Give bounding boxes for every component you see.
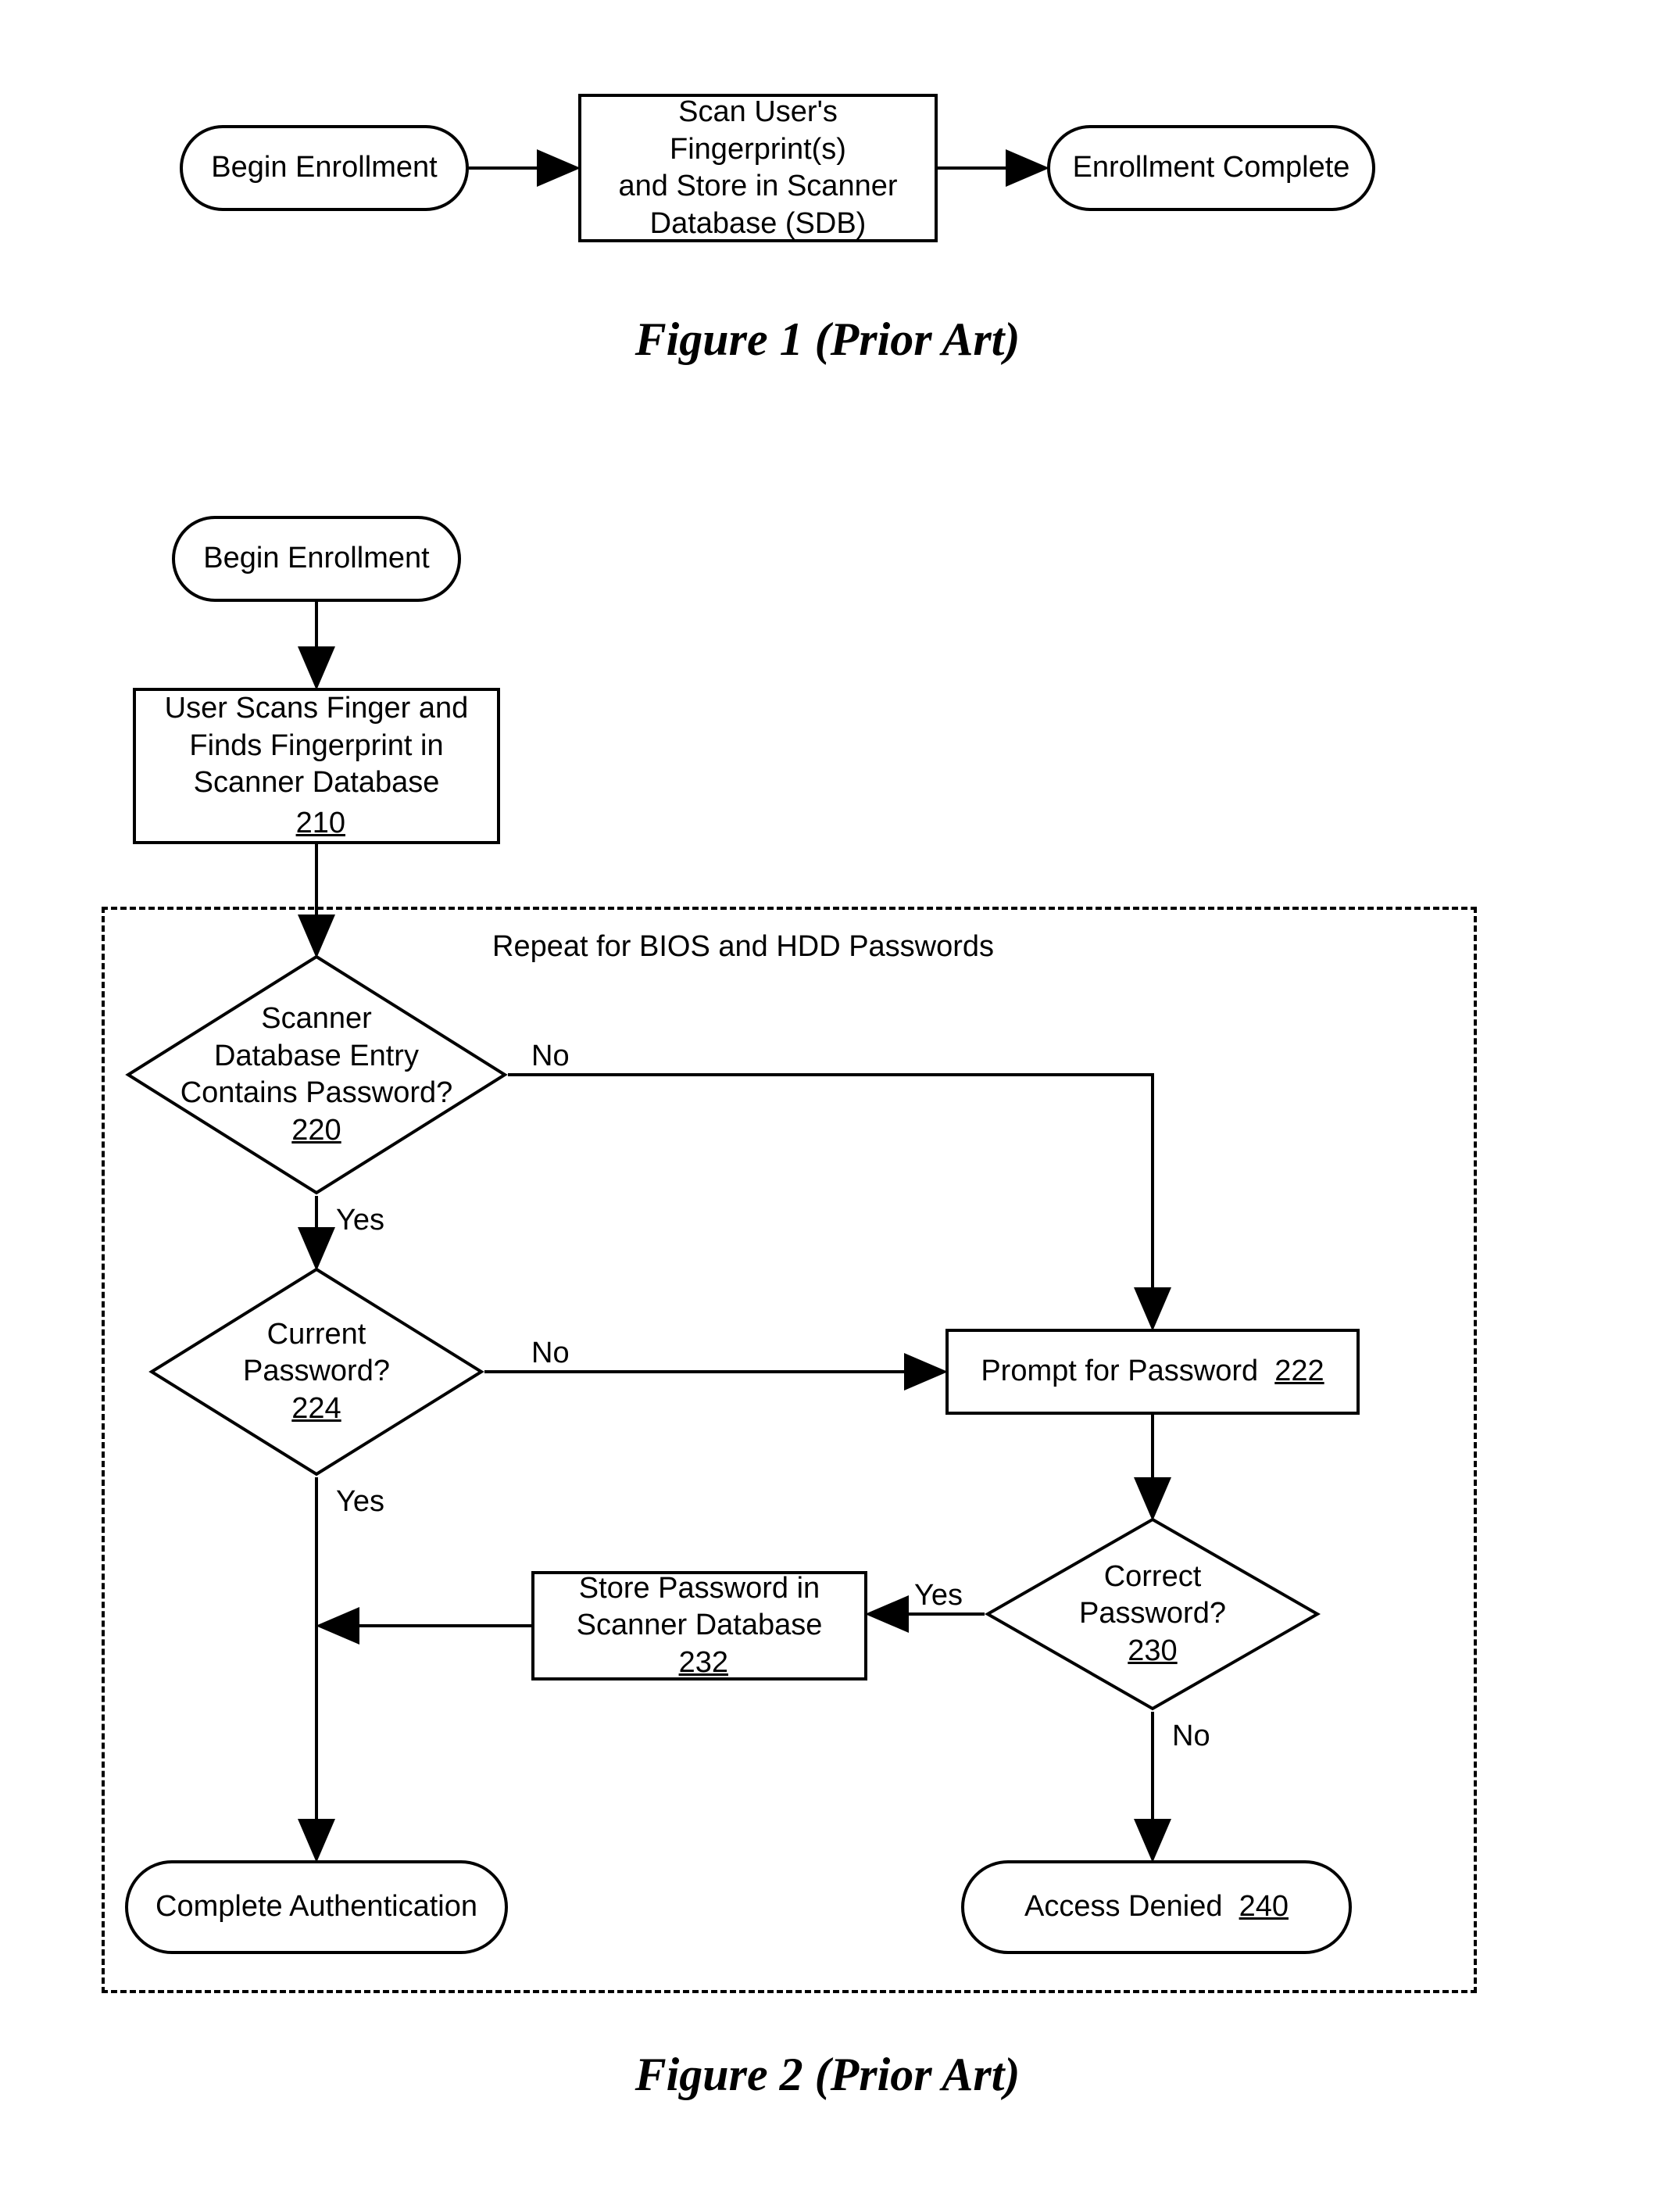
fig2-prompt-password: Prompt for Password 222	[945, 1329, 1360, 1415]
fig2-ref-240: 240	[1239, 1888, 1289, 1926]
fig2-decision-220: Scanner Database Entry Contains Password…	[125, 954, 508, 1196]
fig2-repeat-title: Repeat for BIOS and HDD Passwords	[492, 930, 994, 964]
fig2-no-224: No	[531, 1337, 570, 1370]
fig2-scan-finger: User Scans Finger and Finds Fingerprint …	[133, 688, 500, 844]
fig2-denied-label: Access Denied	[1024, 1888, 1222, 1926]
fig2-yes-224-bottom: Yes	[336, 1485, 384, 1519]
fig2-access-denied: Access Denied 240	[961, 1860, 1352, 1954]
fig2-store-password: Store Password in Scanner Database 232	[531, 1571, 867, 1680]
page: Begin Enrollment Scan User's Fingerprint…	[0, 0, 1655, 2212]
fig1-caption: Figure 1 (Prior Art)	[0, 313, 1655, 367]
fig2-yes-220: Yes	[336, 1204, 384, 1237]
fig1-begin-label: Begin Enrollment	[211, 149, 437, 187]
fig2-ref-210: 210	[296, 807, 345, 839]
fig2-begin-enrollment: Begin Enrollment	[172, 516, 461, 602]
fig1-caption-text: Figure 1 (Prior Art)	[635, 313, 1021, 365]
fig2-no-230: No	[1172, 1720, 1210, 1753]
fig2-complete-auth: Complete Authentication	[125, 1860, 508, 1954]
fig2-caption-text: Figure 2 (Prior Art)	[635, 2049, 1021, 2100]
fig2-ref-222: 222	[1274, 1353, 1324, 1391]
fig1-begin-enrollment: Begin Enrollment	[180, 125, 469, 211]
fig2-no-220: No	[531, 1040, 570, 1073]
diamond-shape-icon	[125, 954, 508, 1196]
fig2-decision-224: Current Password? 224	[148, 1266, 484, 1477]
fig1-scan-label: Scan User's Fingerprint(s) and Store in …	[589, 94, 927, 242]
diamond-shape-icon	[985, 1516, 1321, 1712]
fig2-yes-230: Yes	[914, 1579, 963, 1612]
fig2-completeauth-label: Complete Authentication	[155, 1888, 477, 1926]
diamond-shape-icon	[148, 1266, 484, 1477]
fig2-decision-230: Correct Password? 230	[985, 1516, 1321, 1712]
fig2-ref-232: 232	[679, 1646, 728, 1679]
fig2-prompt-label: Prompt for Password	[981, 1353, 1258, 1391]
fig2-store-label: Store Password in Scanner Database	[577, 1570, 823, 1645]
fig2-caption: Figure 2 (Prior Art)	[0, 2048, 1655, 2102]
fig1-complete-label: Enrollment Complete	[1073, 149, 1350, 187]
fig1-scan-store: Scan User's Fingerprint(s) and Store in …	[578, 94, 938, 242]
fig2-begin-label: Begin Enrollment	[203, 540, 429, 578]
fig2-scan-text: User Scans Finger and Finds Fingerprint …	[165, 690, 469, 802]
fig1-enrollment-complete: Enrollment Complete	[1047, 125, 1375, 211]
